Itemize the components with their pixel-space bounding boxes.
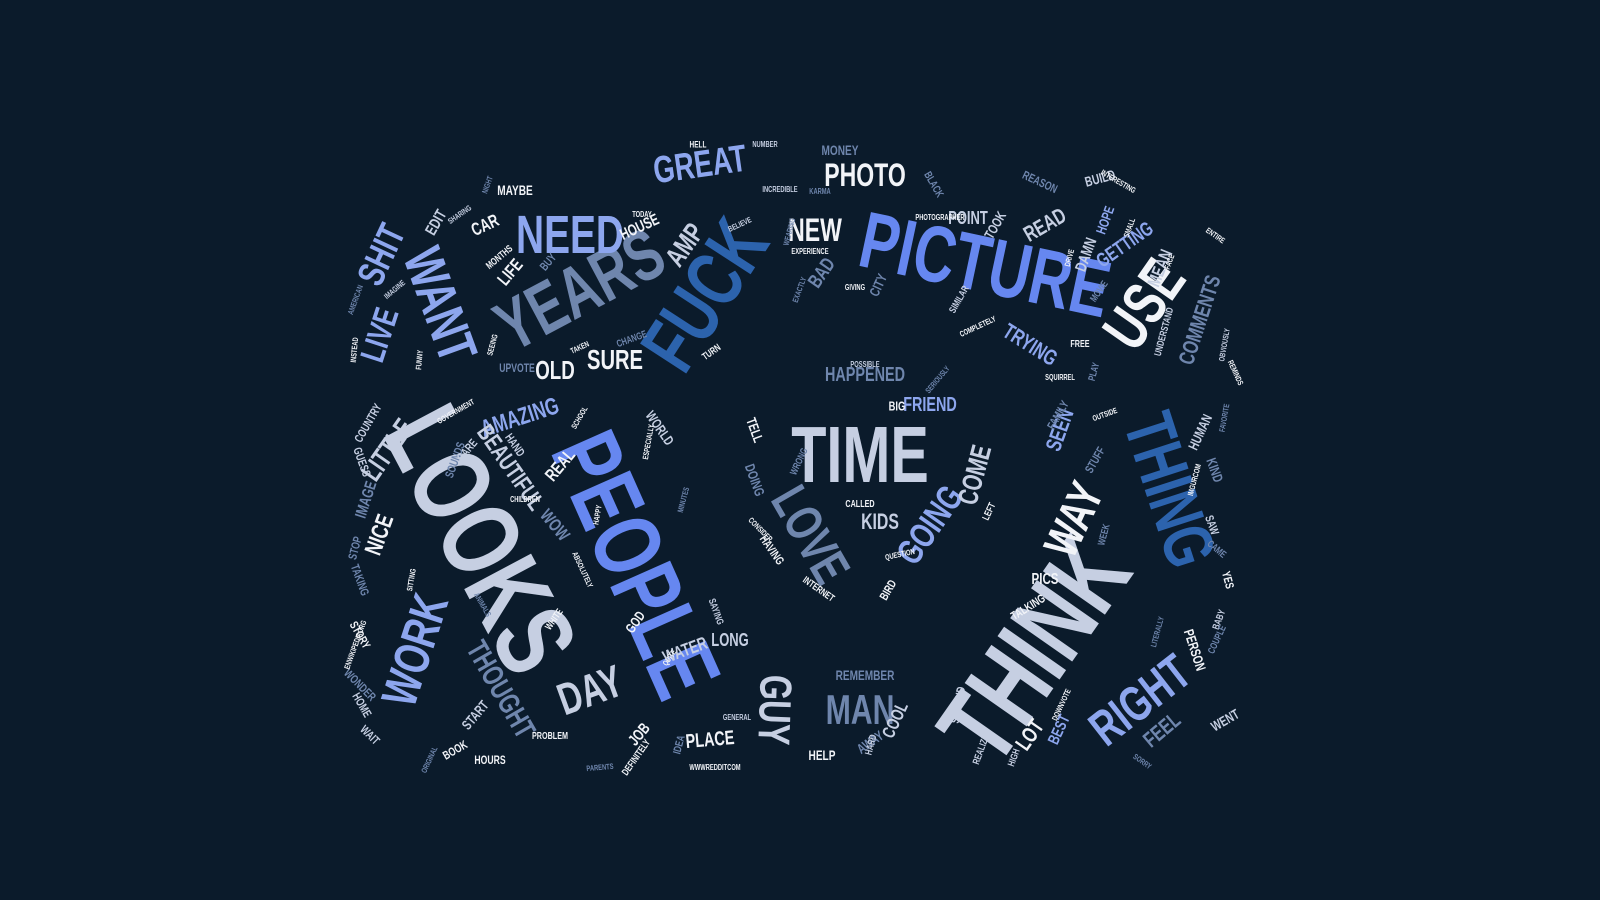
word-work: WORK bbox=[370, 587, 460, 713]
word-human: HUMAN bbox=[1184, 411, 1216, 453]
word-couple: COUPLE bbox=[1206, 623, 1229, 656]
word-wait: WAIT bbox=[357, 722, 383, 748]
word-black: BLACK bbox=[921, 169, 946, 200]
word-general: GENERAL bbox=[722, 713, 752, 722]
word-remember: REMEMBER bbox=[835, 667, 895, 683]
word-yes: YES bbox=[1219, 569, 1237, 591]
word-american: AMERICAN bbox=[345, 283, 366, 316]
word-person: PERSON bbox=[1180, 627, 1210, 673]
word-reason: REASON bbox=[1020, 167, 1060, 197]
word-giving: GIVING bbox=[844, 283, 866, 292]
word-happened: HAPPENED bbox=[824, 364, 906, 386]
word-maybe: MAYBE bbox=[497, 182, 533, 198]
word-outside: OUTSIDE bbox=[1091, 405, 1119, 424]
word-problem: PROBLEM bbox=[532, 731, 568, 742]
word-car: CAR bbox=[468, 210, 502, 240]
word-need: NEED bbox=[515, 205, 625, 265]
word-want: WANT bbox=[391, 239, 490, 371]
word-edit: EDIT bbox=[422, 207, 451, 239]
word-minutes: MINUTES bbox=[675, 486, 692, 514]
word-literally: LITERALLY bbox=[1149, 615, 1166, 649]
word-squirrel: SQUIRREL bbox=[1045, 373, 1075, 382]
word-favorite: FAVORITE bbox=[1217, 403, 1232, 433]
word-face: FACE bbox=[1162, 253, 1177, 271]
word-point: POINT bbox=[948, 208, 988, 228]
word-stuff: STUFF bbox=[1081, 444, 1109, 476]
word-funny: FUNNY bbox=[414, 349, 425, 371]
word-possible: POSSIBLE bbox=[850, 360, 880, 369]
word-big: BIG bbox=[888, 398, 906, 414]
word-doing: DOING bbox=[741, 461, 769, 499]
word-trying: TRYING bbox=[998, 318, 1063, 371]
word-taking: TAKING bbox=[347, 562, 373, 598]
word-especially: ESPECIALLY bbox=[640, 423, 657, 461]
word-time: TIME bbox=[791, 410, 929, 499]
word-guy: GUY bbox=[748, 674, 802, 746]
word-long: LONG bbox=[711, 630, 749, 650]
word-idea: IDEA bbox=[671, 734, 688, 756]
word-experience: EXPERIENCE bbox=[791, 247, 829, 256]
word-original: ORIGINAL bbox=[419, 745, 440, 775]
word-today: TODAY bbox=[632, 210, 652, 219]
word-man: MAN bbox=[825, 686, 895, 733]
word-play: PLAY bbox=[1086, 361, 1103, 383]
word-reminds: REMINDS bbox=[1225, 358, 1246, 387]
word-completely: COMPLETELY bbox=[958, 314, 998, 339]
word-come: COME bbox=[951, 441, 998, 509]
word-called: CALLED bbox=[845, 499, 875, 510]
word-seriously: SERIOUSLY bbox=[923, 364, 952, 396]
word-sure: SURE bbox=[586, 344, 644, 375]
word-sorry: SORRY bbox=[1131, 752, 1154, 772]
word-sitting: SITTING bbox=[405, 567, 418, 592]
word-entire: ENTIRE bbox=[1204, 225, 1227, 246]
word-exactly: EXACTLY bbox=[790, 275, 809, 304]
word-friend: FRIEND bbox=[903, 394, 957, 416]
word-stop: STOP bbox=[345, 534, 365, 562]
word-hell: HELL bbox=[689, 139, 707, 150]
word-place: PLACE bbox=[684, 726, 736, 754]
word-kids: KIDS bbox=[861, 509, 899, 534]
word-help: HELP bbox=[808, 747, 836, 763]
word-children: CHILDREN bbox=[510, 495, 540, 504]
word-school: SCHOOL bbox=[569, 404, 590, 431]
word-old: OLD bbox=[535, 355, 575, 385]
word-hope: HOPE bbox=[1092, 203, 1118, 237]
word-money: MONEY bbox=[821, 142, 859, 158]
word-hours: HOURS bbox=[474, 753, 506, 767]
word-photographer: PHOTOGRAPHER bbox=[915, 213, 965, 222]
word-seeing: SEEING bbox=[485, 333, 500, 357]
word-day: DAY bbox=[550, 654, 630, 726]
word-upvote: UPVOTE bbox=[499, 361, 535, 375]
word-book: BOOK bbox=[440, 737, 470, 763]
word-tell: TELL bbox=[743, 415, 767, 445]
word-bird: BIRD bbox=[876, 577, 900, 603]
word-karma: KARMA bbox=[809, 187, 831, 196]
word-number: NUMBER bbox=[752, 140, 778, 149]
word-incredible: INCREDIBLE bbox=[762, 185, 798, 194]
word-instead: INSTEAD bbox=[348, 336, 361, 363]
word-night: NIGHT bbox=[480, 174, 495, 195]
word-photo: PHOTO bbox=[824, 157, 906, 193]
word-live: LIVE bbox=[353, 303, 407, 367]
word-obviously: OBVIOUSLY bbox=[1217, 327, 1232, 363]
word-wwwredditcom: WWWREDDITCOM bbox=[689, 763, 741, 772]
word-left: LEFT bbox=[980, 501, 999, 523]
word-parents: PARENTS bbox=[586, 761, 614, 774]
word-pics: PICS bbox=[1031, 571, 1059, 588]
word-went: WENT bbox=[1208, 705, 1242, 735]
word-new: NEW bbox=[788, 212, 842, 248]
word-bad: BAD bbox=[804, 253, 840, 293]
word-start: START bbox=[458, 697, 492, 733]
word-free: FREE bbox=[1070, 339, 1090, 350]
